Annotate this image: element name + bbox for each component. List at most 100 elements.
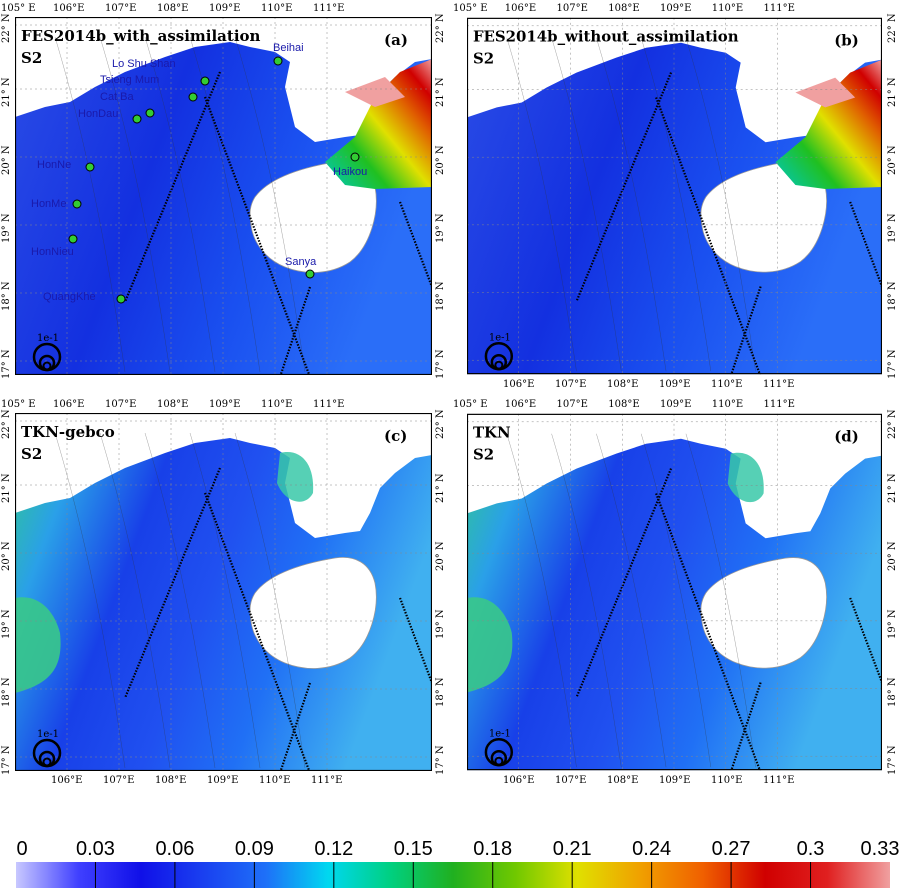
station-marker [305, 269, 315, 279]
contour-line [189, 432, 261, 769]
panel-title: FES2014b_with_assimilation [21, 27, 261, 45]
map-frame [14, 16, 433, 376]
right-lat-tick: 19° N [887, 609, 898, 639]
bottom-lon-tick: 107°E [555, 379, 587, 390]
contour-line [54, 36, 126, 373]
bottom-lon-tick: 109°E [659, 379, 691, 390]
contour-line [99, 432, 171, 769]
altimeter-track [203, 96, 311, 375]
station-label: HonNieu [31, 246, 74, 258]
panel-b: FES2014b_without_assimilation S2 (b) 1e-1 [466, 17, 883, 375]
top-lon-tick: 105° E [453, 3, 488, 14]
left-lat-tick: 18° N [1, 677, 12, 707]
top-lon-tick: 110°E [711, 399, 744, 410]
right-lat-tick: 20° N [435, 145, 446, 175]
panel-title: TKN [473, 424, 511, 442]
left-lat-tick: 20° N [1, 145, 12, 175]
panel-letter: (c) [384, 427, 407, 445]
beibu-north-high [277, 452, 314, 502]
altimeter-track [398, 201, 432, 288]
contour-line [144, 36, 216, 373]
bottom-lon-tick: 108°E [155, 775, 187, 786]
colorbar-tick-label: 0.33 [860, 838, 900, 860]
left-lat-tick: 21° N [1, 473, 12, 503]
contour-line [596, 37, 667, 372]
right-lat-tick: 17° N [435, 349, 446, 379]
map-svg: TKN S2 (d) 1e-1 [466, 413, 883, 771]
panel-letter: (b) [834, 32, 859, 50]
leizhou-patch [795, 77, 856, 108]
altimeter-track [398, 597, 432, 684]
contour-line [506, 37, 577, 372]
bottom-lon-tick: 110°E [711, 379, 743, 390]
colorbar-tick-label: 0.06 [155, 838, 195, 860]
bottom-lon-tick: 108°E [607, 775, 639, 786]
contour-line [144, 432, 216, 769]
right-lat-tick: 20° N [887, 541, 898, 571]
top-lon-tick: 108°E [608, 3, 640, 14]
station-marker [273, 56, 283, 66]
top-lon-tick: 109°E [209, 399, 241, 410]
sea-field [15, 438, 432, 771]
altimeter-track [849, 597, 882, 683]
station-marker [68, 234, 78, 244]
contour-line [189, 36, 261, 373]
right-lat-tick: 17° N [887, 745, 898, 775]
colorbar-tick-label: 0.09 [234, 838, 274, 860]
contour-line [596, 433, 667, 768]
right-lat-tick: 19° N [435, 609, 446, 639]
station-label: QuangKhe [43, 291, 96, 303]
top-lon-tick: 111°E [313, 399, 345, 410]
colorbar-tick-label: 0.03 [75, 838, 115, 860]
bottom-lon-tick: 107°E [555, 775, 587, 786]
top-lon-tick: 108°E [608, 399, 640, 410]
contour-line [234, 432, 306, 769]
top-lon-tick: 106°E [53, 3, 85, 14]
bottom-lon-tick: 109°E [207, 775, 239, 786]
panel-a: FES2014b_with_assimilation S2 (a) 1e-1 Beiha… [14, 16, 433, 376]
altimeter-track [655, 97, 762, 375]
station-marker [85, 162, 95, 172]
top-lon-tick: 111°E [763, 399, 795, 410]
right-lat-tick: 21° N [435, 77, 446, 107]
right-lat-tick: 19° N [887, 213, 898, 243]
map-svg: FES2014b_with_assimilation S2 (a) 1e-1 Beiha… [14, 16, 433, 376]
colorbar-gradient [16, 862, 890, 888]
right-lat-tick: 18° N [435, 677, 446, 707]
contour-line [640, 37, 712, 372]
colorbar-tick-label: 0.3 [796, 838, 825, 860]
contour-line [551, 37, 622, 372]
top-lon-tick: 110°E [261, 399, 293, 410]
colorbar-tick-label: 0.21 [552, 838, 592, 860]
right-lat-tick: 20° N [887, 145, 898, 175]
altimeter-track [203, 492, 311, 771]
scale-circle [42, 361, 52, 371]
strait-amplitude [775, 59, 882, 190]
map-frame [466, 17, 883, 375]
top-lon-tick: 106°E [504, 3, 537, 14]
right-lat-tick: 20° N [435, 541, 446, 571]
right-lat-tick: 21° N [887, 473, 898, 503]
bottom-lon-tick: 106°E [51, 775, 83, 786]
colorbar-tick-label: 0.27 [711, 838, 751, 860]
right-lat-tick: 22° N [435, 409, 446, 439]
panel-c: TKN-gebco S2 (c) 1e-1 [14, 412, 433, 772]
map-svg: TKN-gebco S2 (c) 1e-1 [14, 412, 433, 772]
top-lon-tick: 108°E [157, 399, 189, 410]
right-lat-tick: 22° N [435, 13, 446, 43]
scale-circle [494, 756, 504, 766]
colorbar-tick-label: 0 [16, 838, 28, 860]
beibu-north-high [727, 452, 764, 503]
scale-circle [494, 360, 504, 370]
right-lat-tick: 17° N [887, 349, 898, 379]
top-lon-tick: 107°E [556, 3, 588, 14]
contour-line [234, 36, 306, 373]
right-lat-tick: 17° N [435, 745, 446, 775]
bottom-lon-tick: 110°E [711, 775, 743, 786]
station-label: HonNe [37, 159, 71, 171]
left-lat-tick: 22° N [1, 13, 12, 43]
bottom-lon-tick: 111°E [311, 775, 343, 786]
altimeter-track [730, 286, 762, 375]
station-label: Haikou [333, 166, 367, 178]
top-lon-tick: 105° E [453, 399, 488, 410]
